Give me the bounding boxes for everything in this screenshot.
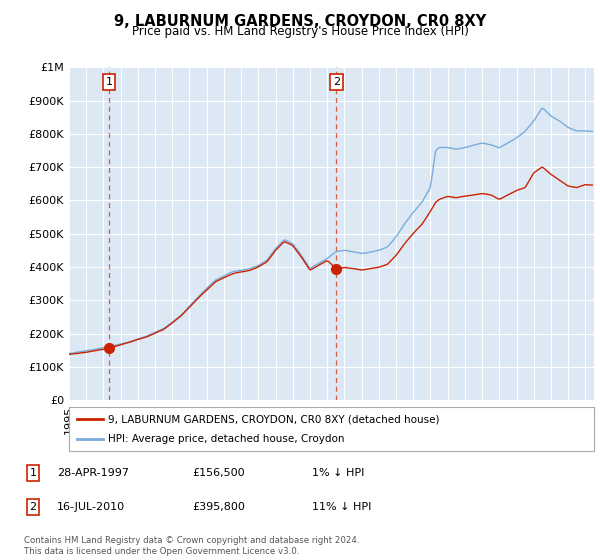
Text: 11% ↓ HPI: 11% ↓ HPI	[312, 502, 371, 512]
Text: 16-JUL-2010: 16-JUL-2010	[57, 502, 125, 512]
Text: Contains HM Land Registry data © Crown copyright and database right 2024.
This d: Contains HM Land Registry data © Crown c…	[24, 536, 359, 556]
Text: 1: 1	[106, 77, 112, 87]
Text: HPI: Average price, detached house, Croydon: HPI: Average price, detached house, Croy…	[109, 433, 345, 444]
Text: 28-APR-1997: 28-APR-1997	[57, 468, 129, 478]
Text: £395,800: £395,800	[192, 502, 245, 512]
Text: Price paid vs. HM Land Registry's House Price Index (HPI): Price paid vs. HM Land Registry's House …	[131, 25, 469, 38]
Text: £156,500: £156,500	[192, 468, 245, 478]
Text: 9, LABURNUM GARDENS, CROYDON, CR0 8XY (detached house): 9, LABURNUM GARDENS, CROYDON, CR0 8XY (d…	[109, 414, 440, 424]
Text: 9, LABURNUM GARDENS, CROYDON, CR0 8XY: 9, LABURNUM GARDENS, CROYDON, CR0 8XY	[114, 14, 486, 29]
Text: 1: 1	[29, 468, 37, 478]
Text: 2: 2	[333, 77, 340, 87]
Text: 2: 2	[29, 502, 37, 512]
Text: 1% ↓ HPI: 1% ↓ HPI	[312, 468, 364, 478]
